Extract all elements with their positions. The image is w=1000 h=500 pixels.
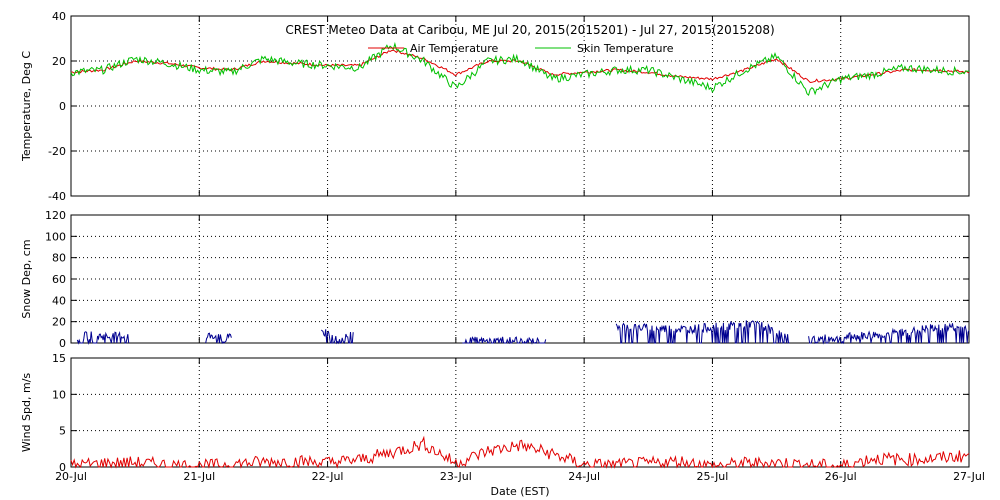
y-tick-label: 80 — [52, 252, 66, 265]
x-tick-label: 24-Jul — [568, 470, 600, 483]
y-tick-label: 60 — [52, 273, 66, 286]
y-tick-label: 5 — [59, 425, 66, 438]
x-axis-title: Date (EST) — [490, 485, 549, 498]
snow-depth-segment — [808, 322, 970, 345]
y-tick-label: 0 — [59, 100, 66, 113]
snow-depth-segment — [615, 320, 790, 344]
x-tick-label: 25-Jul — [696, 470, 728, 483]
y-axis-title: Snow Dep, cm — [20, 239, 33, 318]
y-tick-label: -20 — [48, 145, 66, 158]
skin-temperature-line — [70, 41, 970, 96]
x-tick-label: 21-Jul — [183, 470, 215, 483]
x-tick-label: 20-Jul — [55, 470, 87, 483]
snow-depth-segment — [76, 330, 130, 345]
wind-speed-line — [70, 435, 970, 469]
legend-label-1: Skin Temperature — [577, 42, 674, 55]
y-tick-label: 40 — [52, 10, 66, 23]
chart-title: CREST Meteo Data at Caribou, ME Jul 20, … — [285, 23, 774, 37]
snow-depth-segment — [205, 332, 232, 345]
y-tick-label: 40 — [52, 294, 66, 307]
y-tick-label: 20 — [52, 316, 66, 329]
snow-depth-segment — [462, 336, 547, 345]
y-tick-label: 10 — [52, 388, 66, 401]
x-tick-label: 27-Jul — [953, 470, 985, 483]
x-tick-label: 26-Jul — [825, 470, 857, 483]
y-tick-label: 0 — [59, 337, 66, 350]
y-tick-label: 20 — [52, 55, 66, 68]
y-axis-title: Wind Spd, m/s — [20, 373, 33, 453]
x-tick-label: 23-Jul — [440, 470, 472, 483]
y-tick-label: -40 — [48, 190, 66, 203]
x-tick-label: 22-Jul — [312, 470, 344, 483]
y-tick-label: 15 — [52, 352, 66, 365]
snow-depth-segment — [320, 329, 354, 345]
y-axis-title: Temperature, Deg C — [20, 51, 33, 162]
y-tick-label: 0 — [59, 461, 66, 474]
legend-label-0: Air Temperature — [410, 42, 499, 55]
plot-frame-2 — [70, 357, 970, 468]
y-tick-label: 100 — [45, 230, 66, 243]
y-tick-label: 120 — [45, 209, 66, 222]
